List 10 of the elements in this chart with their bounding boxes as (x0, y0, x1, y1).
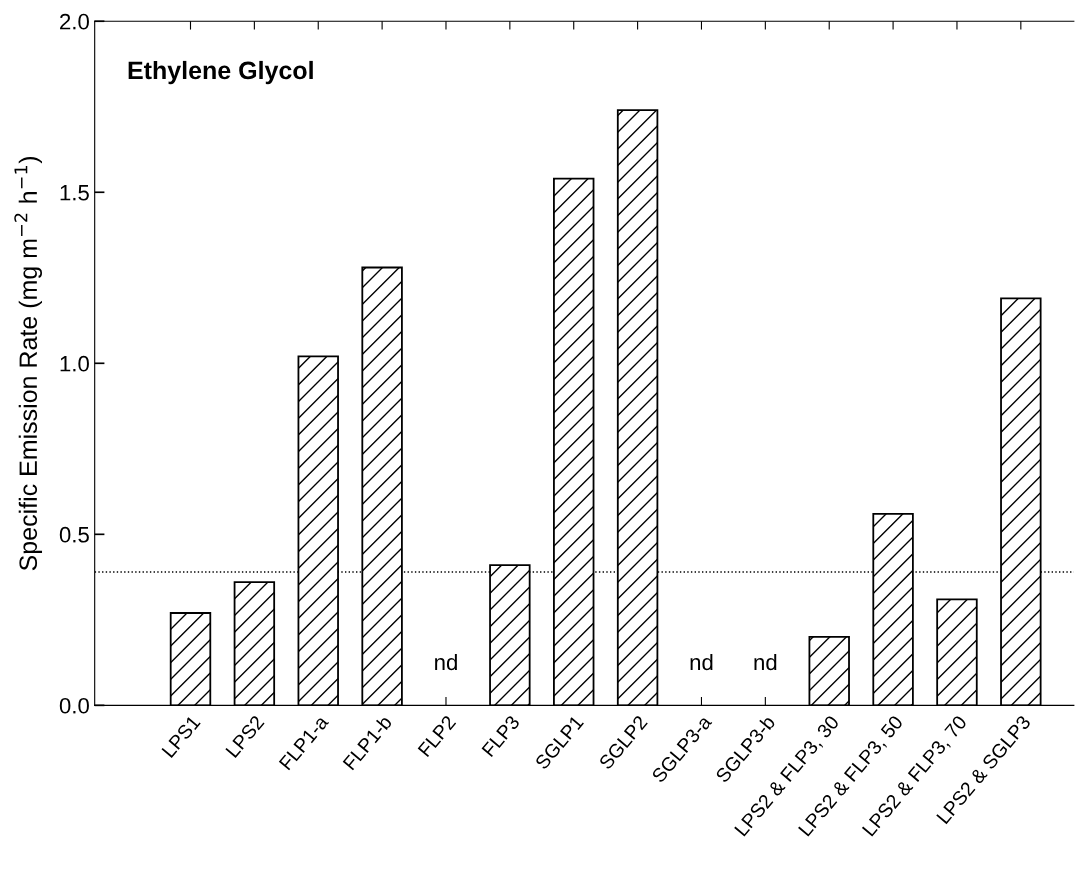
y-tick-label: 1.0 (60, 355, 89, 372)
annotation: nd (754, 653, 777, 671)
annotation: nd (690, 653, 713, 671)
y-tick-label: 0.0 (59, 697, 89, 714)
y-axis-title: Specific Emission Rate (mg m$^{−2}$ h$^{−1}$) (14, 156, 43, 571)
annotation: nd (435, 653, 457, 671)
y-tick-label: 2.0 (60, 13, 89, 30)
y-tick-label: 1.5 (60, 185, 89, 201)
y-tick-label: 0.5 (59, 526, 89, 543)
text: Ethylene Glycol (128, 60, 313, 85)
